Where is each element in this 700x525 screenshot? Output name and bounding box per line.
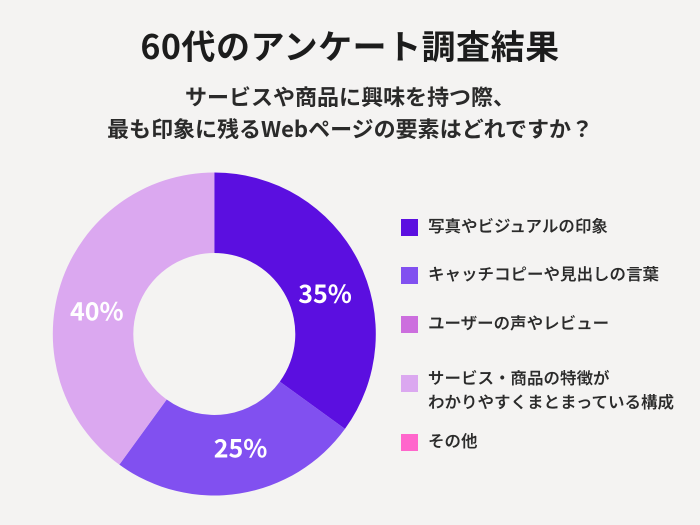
svg-text:25%: 25% bbox=[214, 430, 268, 466]
svg-text:35%: 35% bbox=[298, 275, 352, 311]
svg-text:40%: 40% bbox=[70, 293, 124, 329]
